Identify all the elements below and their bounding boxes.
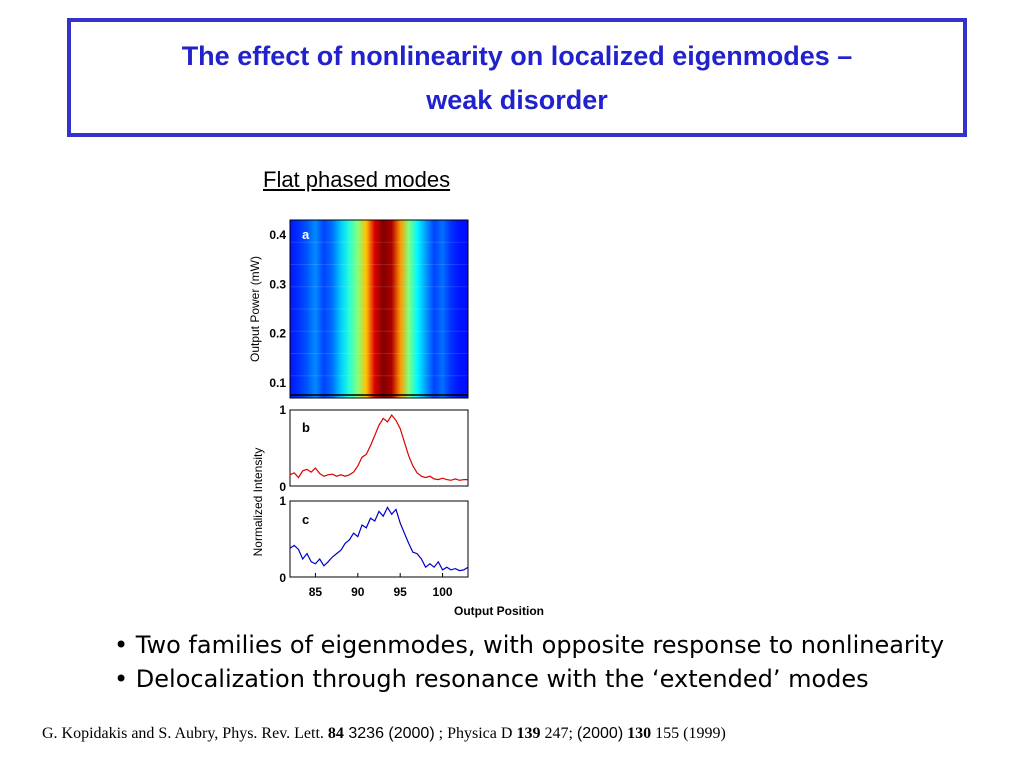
citation-vol3: 130 xyxy=(627,725,652,742)
panel-a-ytick-label: 0.3 xyxy=(269,277,286,291)
xtick-label: 85 xyxy=(309,585,323,599)
bullet-item-1: • Two families of eigenmodes, with oppos… xyxy=(114,631,945,659)
ytick-label: 1 xyxy=(279,403,286,417)
panel-b: b 10 xyxy=(279,403,469,494)
citation-vol2: 139 xyxy=(516,725,541,742)
panel-c: c 10 85 90 95 100 Output Position xyxy=(279,494,544,618)
figure: a 0.40.30.20.1 Output Power (mW) b 10 c … xyxy=(248,219,544,618)
panel-c-yticks: 10 xyxy=(279,494,286,585)
title-box: The effect of nonlinearity on localized … xyxy=(67,18,967,137)
citation-part2: 3236 (2000) xyxy=(343,725,435,742)
heatmap-row-lines xyxy=(290,241,468,377)
panel-b-trace xyxy=(289,413,468,481)
panel-b-yticks: 10 xyxy=(279,403,286,494)
panel-a: a 0.4 0.3 0.2 0.1 Output Power (mW) xyxy=(248,219,469,399)
ytick-label: 1 xyxy=(279,494,286,508)
ytick-label: 0 xyxy=(279,571,286,585)
panel-a-frame xyxy=(289,219,469,399)
panel-c-label: c xyxy=(302,512,309,527)
slide-title-line2: weak disorder xyxy=(426,84,608,115)
panel-a-ytick-label: 0.4 xyxy=(269,228,286,242)
figure-subtitle: Flat phased modes xyxy=(263,167,451,192)
citation-part1: G. Kopidakis and S. Aubry, Phys. Rev. Le… xyxy=(42,725,328,742)
citation-part5: (2000) xyxy=(576,725,624,742)
panel-c-frame xyxy=(289,500,469,578)
ytick-label: 0 xyxy=(279,480,286,494)
citation-part7: 155 (1999) xyxy=(651,725,726,742)
panel-c-xticks: 85 90 95 100 xyxy=(309,573,453,599)
x-axis-label: Output Position xyxy=(454,604,544,618)
panel-a-ytick-label: 0.2 xyxy=(269,327,286,341)
citation: G. Kopidakis and S. Aubry, Phys. Rev. Le… xyxy=(42,725,726,743)
panels-bc-ylabel: Normalized Intensity xyxy=(251,448,265,557)
citation-part3: ; Physica D xyxy=(434,725,517,742)
panel-a-label: a xyxy=(302,227,310,242)
citation-vol1: 84 xyxy=(327,725,344,742)
panel-a-ylabel: Output Power (mW) xyxy=(248,256,262,362)
panel-b-label: b xyxy=(302,420,310,435)
xtick-label: 100 xyxy=(433,585,453,599)
citation-part4: 247; xyxy=(540,725,577,742)
slide-title-line1: The effect of nonlinearity on localized … xyxy=(181,40,853,71)
xtick-label: 90 xyxy=(351,585,365,599)
bullet-list: • Two families of eigenmodes, with oppos… xyxy=(114,628,944,696)
xtick-label: 95 xyxy=(394,585,408,599)
panel-a-ytick-label: 0.1 xyxy=(269,376,286,390)
panel-a-yticks: 0.4 0.3 0.2 0.1 xyxy=(269,228,286,390)
panel-c-trace xyxy=(289,506,469,572)
bullet-item-2: • Delocalization through resonance with … xyxy=(114,665,869,693)
panel-b-frame xyxy=(289,409,469,487)
heatmap-image xyxy=(290,220,468,398)
